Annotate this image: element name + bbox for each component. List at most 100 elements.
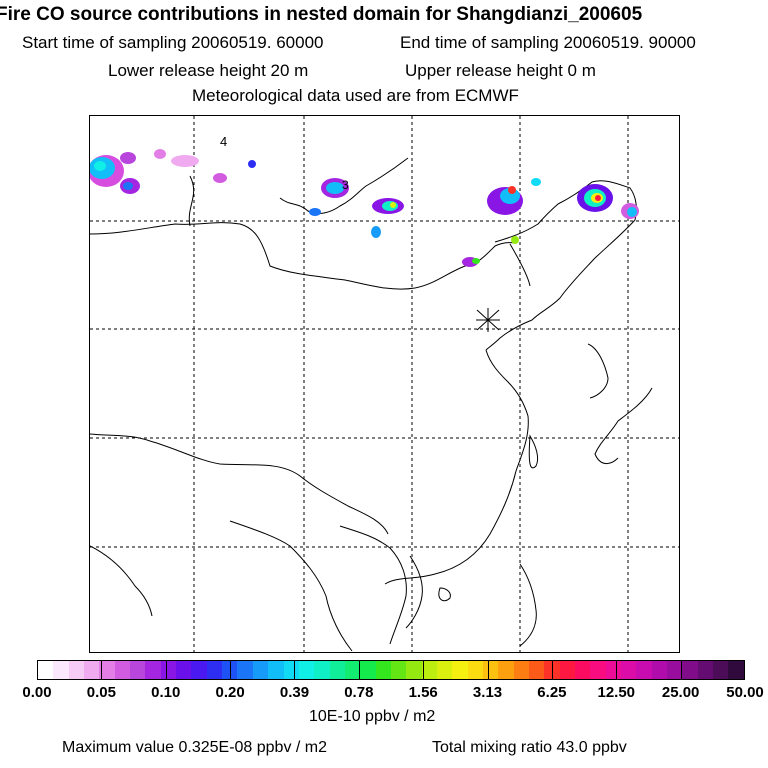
color-swatch (99, 661, 115, 679)
color-swatch (222, 661, 238, 679)
color-scale-tick-label: 0.00 (22, 684, 52, 701)
color-scale-tick-label: 3.13 (472, 684, 503, 701)
color-scale-divider (487, 660, 489, 680)
taiwan-island (528, 434, 539, 469)
plume-blob (120, 152, 136, 164)
color-swatch (575, 661, 591, 679)
plume-blob (309, 208, 321, 216)
color-scale-divider (680, 660, 682, 680)
color-scale-bar (37, 660, 745, 680)
plume-blob (154, 149, 166, 159)
color-swatch (697, 661, 714, 679)
color-swatch (728, 661, 744, 679)
color-swatch (206, 661, 223, 679)
color-swatch (53, 661, 69, 679)
vietnam-coast (405, 555, 423, 629)
plume-blob (531, 178, 541, 186)
map-label-3: 3 (342, 178, 349, 192)
color-swatch (84, 661, 100, 679)
plume-blob (171, 155, 199, 167)
color-swatch (68, 661, 85, 679)
color-scale-tick-label: 25.00 (661, 684, 700, 701)
lake-baikal-shore (279, 157, 409, 214)
color-swatch (329, 661, 345, 679)
japan-coast (594, 387, 653, 464)
hainan-island (438, 587, 451, 602)
plume-blob (472, 258, 480, 264)
mongolia-russia-border (90, 222, 516, 290)
color-scale-tick-label: 0.39 (279, 684, 310, 701)
color-swatch (252, 661, 269, 679)
color-swatch (498, 661, 514, 679)
color-swatch (268, 661, 284, 679)
color-swatch (467, 661, 483, 679)
units-label: 10E-10 ppbv / m2 (309, 708, 436, 725)
lower-release-height-text: Lower release height 20 m (108, 61, 309, 80)
map-title: Fire CO source contributions in nested d… (0, 4, 643, 25)
color-swatch (237, 661, 253, 679)
color-scale-tick-label: 0.05 (86, 684, 116, 701)
color-swatch (191, 661, 207, 679)
color-scale-tick-label: 1.56 (408, 684, 438, 701)
color-scale-tick-label: 12.50 (597, 684, 636, 701)
korea-china-coast (485, 219, 636, 351)
plume-blob (511, 236, 519, 244)
indochina-coast (339, 525, 407, 645)
philippines-coast (519, 563, 537, 647)
map-label-4: 4 (220, 134, 227, 149)
map-panel: 4 3 (89, 115, 680, 653)
color-scale-tick-label: 6.25 (537, 684, 567, 701)
plume-blob (248, 160, 256, 168)
color-swatch (636, 661, 652, 679)
color-swatch (713, 661, 729, 679)
end-time-text: End time of sampling 20060519. 90000 (400, 33, 696, 52)
color-swatch (344, 661, 361, 679)
india-border (90, 545, 153, 617)
coastlines-borders (90, 157, 653, 652)
color-swatch (298, 661, 315, 679)
color-scale-tick-label: 0.78 (344, 684, 374, 701)
color-swatch (145, 661, 161, 679)
total-mixing-ratio-text: Total mixing ratio 43.0 ppbv (432, 739, 627, 756)
himalaya-border (90, 433, 389, 535)
korean-peninsula (587, 343, 609, 399)
color-swatch (130, 661, 146, 679)
color-swatch (651, 661, 668, 679)
color-swatch (605, 661, 622, 679)
co-plume-contours (90, 149, 639, 267)
color-scale-divider (551, 660, 553, 680)
color-scale-divider (423, 660, 425, 680)
color-swatch (375, 661, 391, 679)
color-scale-divider (101, 660, 103, 680)
plume-blob (508, 186, 516, 194)
color-swatch (621, 661, 637, 679)
color-swatch (590, 661, 606, 679)
lat-lon-grid (90, 116, 679, 652)
color-swatch (390, 661, 407, 679)
china-east-coast (384, 349, 529, 585)
color-swatch (114, 661, 131, 679)
plume-blob (595, 195, 601, 201)
color-swatch (314, 661, 330, 679)
amur-border (494, 180, 637, 243)
start-time-text: Start time of sampling 20060519. 60000 (22, 33, 324, 52)
color-swatch (406, 661, 422, 679)
color-scale-divider (165, 660, 167, 680)
burma-coast (229, 520, 353, 652)
color-scale-tick-label: 50.00 (726, 684, 764, 701)
color-swatch (513, 661, 529, 679)
plume-blob (326, 182, 344, 194)
color-swatch (529, 661, 545, 679)
color-scale-divider (358, 660, 360, 680)
receptor-marker-asterisk-icon (476, 308, 500, 332)
color-swatch (160, 661, 177, 679)
color-swatch (482, 661, 499, 679)
color-swatch (559, 661, 576, 679)
meteorological-data-text: Meteorological data used are from ECMWF (192, 86, 519, 105)
plume-blob (94, 161, 106, 171)
color-swatch (667, 661, 683, 679)
color-scale-tick-label: 0.10 (151, 684, 181, 701)
color-swatch (38, 661, 54, 679)
plume-blob (627, 207, 637, 217)
map-canvas: 4 3 (90, 116, 679, 652)
